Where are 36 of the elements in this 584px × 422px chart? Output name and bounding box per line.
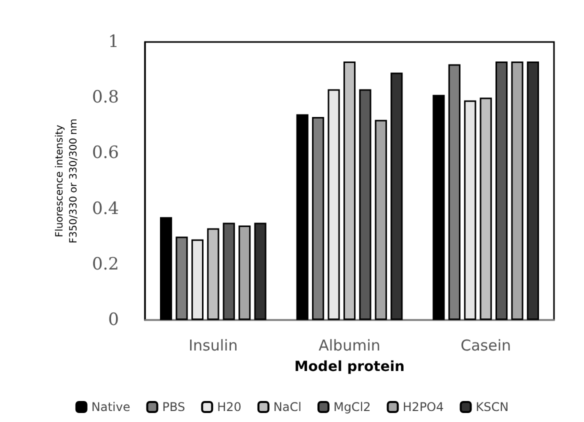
y-tick-label: 0	[108, 310, 119, 330]
legend-label: NaCl	[273, 400, 302, 414]
bar	[160, 217, 172, 320]
bar	[191, 239, 204, 320]
bar	[222, 222, 235, 320]
bar	[207, 228, 220, 320]
bar	[432, 94, 445, 320]
bar	[464, 100, 476, 320]
bar	[374, 120, 387, 320]
bar	[526, 61, 540, 320]
legend-label: PBS	[162, 400, 186, 414]
y-tick-label: 0.2	[92, 254, 119, 274]
y-axis-title: Fluorescence intensity F350/330 or 330/300 nm	[54, 118, 80, 244]
bar	[343, 61, 356, 320]
x-tick-label: Casein	[460, 336, 512, 354]
x-tick-label: Albumin	[318, 336, 380, 354]
bar	[480, 98, 492, 320]
legend-label: MgCl2	[333, 400, 371, 414]
legend-label: H20	[217, 400, 242, 414]
bar	[359, 89, 372, 320]
y-tick-label: 1	[108, 32, 119, 52]
y-tick-label: 0.6	[92, 143, 119, 164]
x-tick-label: Insulin	[188, 336, 238, 354]
y-tick-label: 0.8	[92, 88, 119, 108]
bar	[511, 61, 524, 320]
x-axis-title: Model protein	[294, 359, 405, 375]
bar	[328, 89, 340, 320]
bar	[238, 225, 251, 320]
bar	[296, 114, 308, 320]
bar	[390, 72, 403, 320]
legend-label: Native	[91, 400, 130, 414]
legend-label: KSCN	[476, 400, 509, 414]
y-tick-label: 0.4	[92, 198, 119, 219]
legend-label: H2PO4	[402, 400, 444, 414]
bar	[496, 61, 508, 320]
bar	[254, 222, 266, 320]
